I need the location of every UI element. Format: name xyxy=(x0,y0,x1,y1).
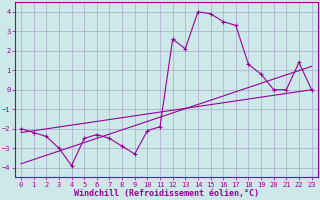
X-axis label: Windchill (Refroidissement éolien,°C): Windchill (Refroidissement éolien,°C) xyxy=(74,189,259,198)
